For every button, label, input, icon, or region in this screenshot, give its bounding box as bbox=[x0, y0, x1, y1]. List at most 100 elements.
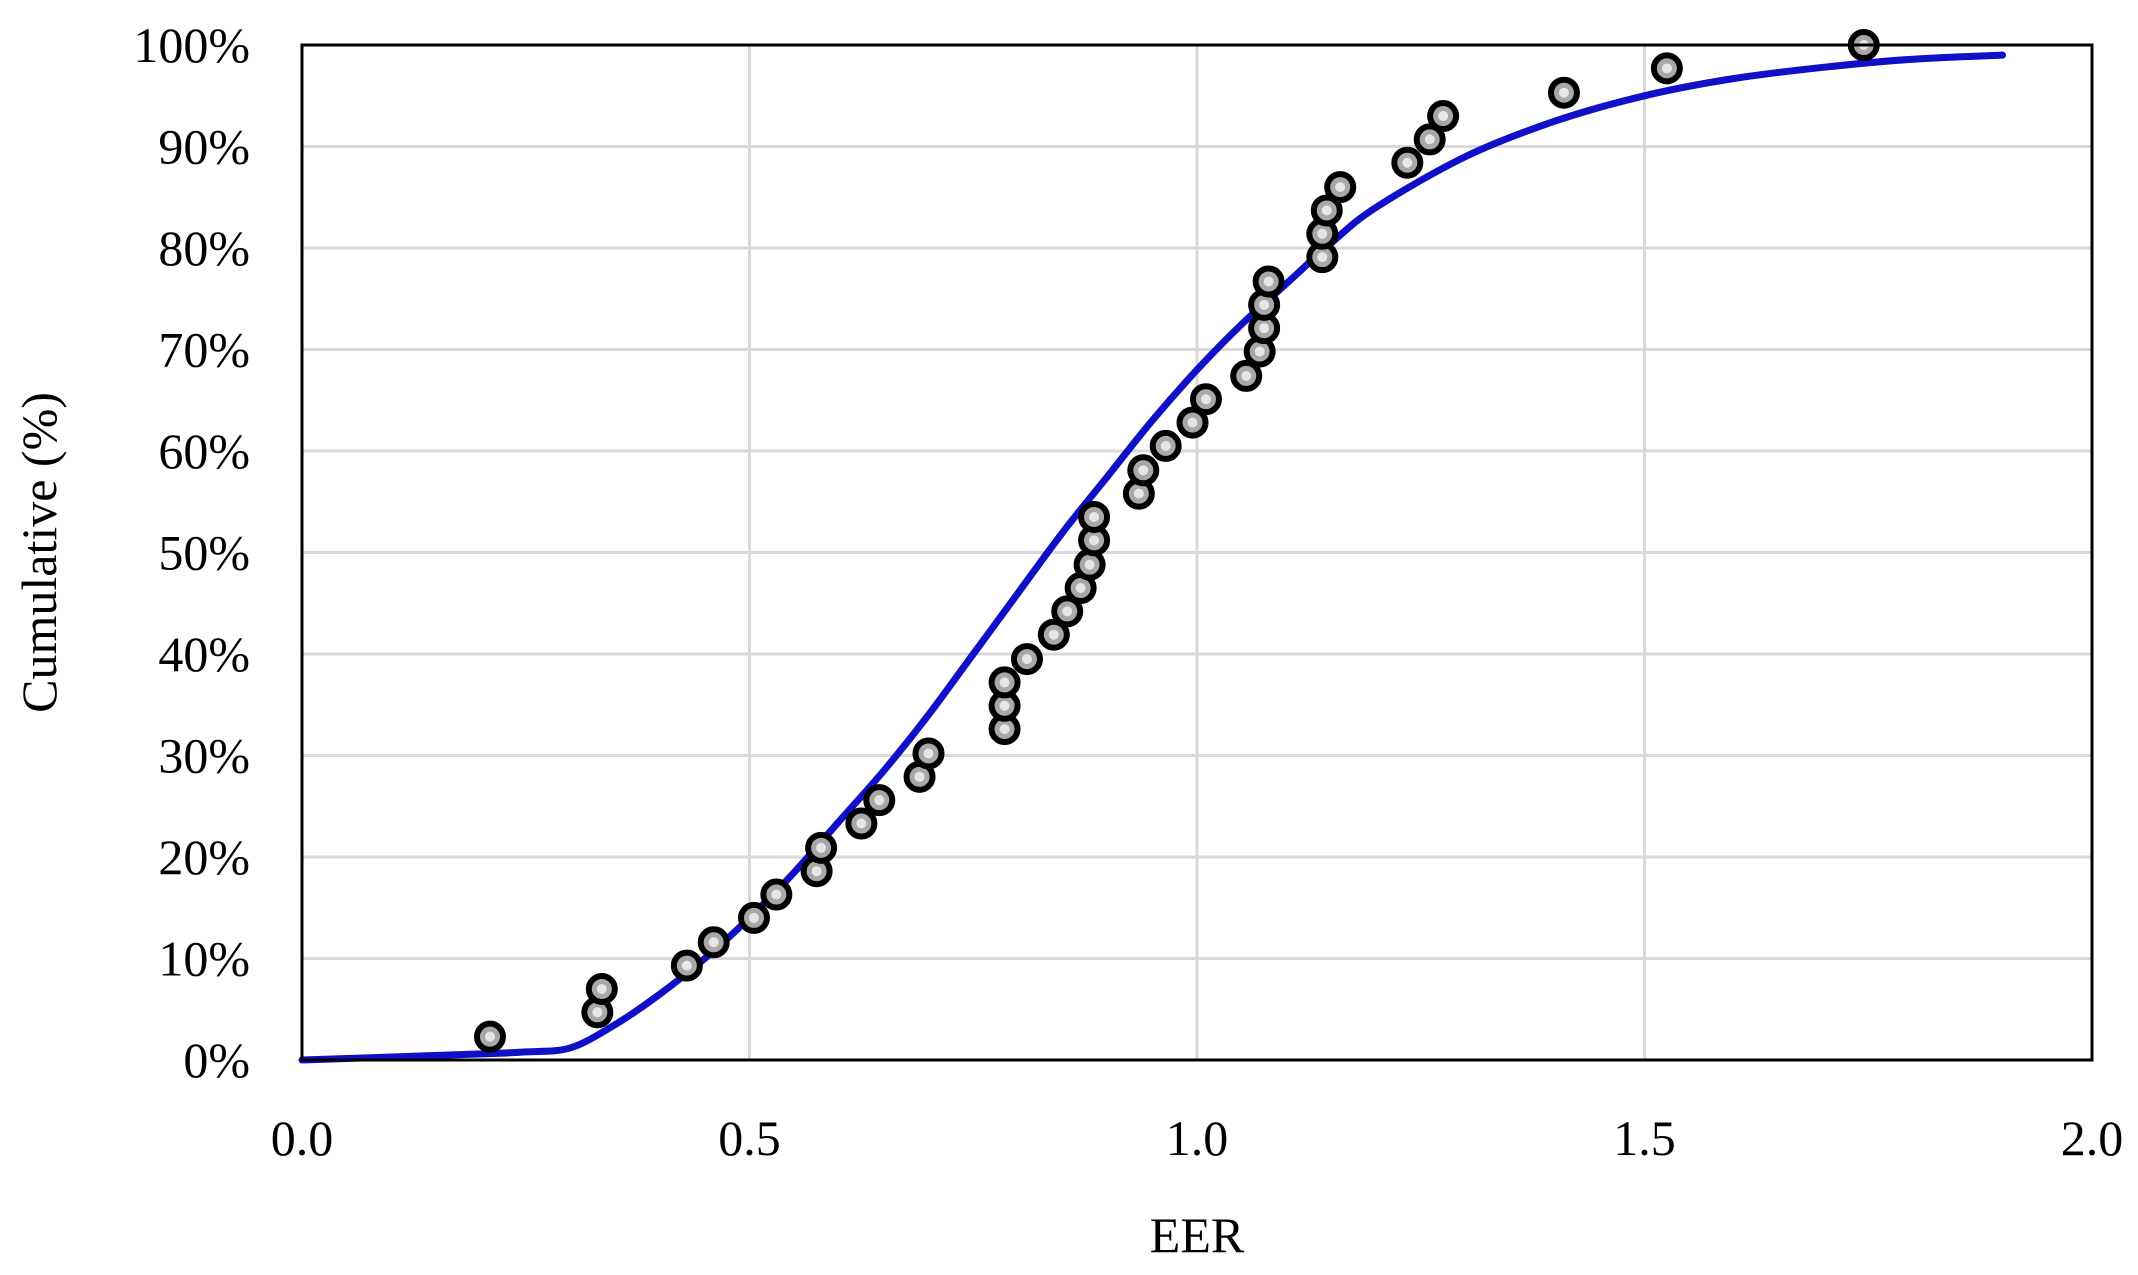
data-point-highlight bbox=[1254, 346, 1265, 357]
gridlines bbox=[300, 43, 2094, 1062]
data-point-32 bbox=[1252, 265, 1285, 298]
data-point-39 bbox=[1427, 100, 1460, 133]
data-point-highlight bbox=[1438, 111, 1449, 122]
x-tick-label-0: 0.0 bbox=[271, 1110, 334, 1166]
y-tick-label-6: 60% bbox=[158, 423, 250, 479]
data-point-highlight bbox=[1661, 63, 1672, 74]
data-point-22 bbox=[1078, 500, 1111, 533]
x-tick-label-3: 1.5 bbox=[1613, 1110, 1676, 1166]
y-tick-label-2: 20% bbox=[158, 829, 250, 885]
data-point-19 bbox=[1064, 572, 1097, 605]
x-tick-label-2: 1.0 bbox=[1166, 1110, 1229, 1166]
data-point-9 bbox=[845, 807, 878, 840]
y-tick-label-9: 90% bbox=[158, 119, 250, 175]
data-point-highlight bbox=[1089, 511, 1100, 522]
data-point-highlight bbox=[999, 700, 1010, 711]
data-point-27 bbox=[1189, 383, 1222, 416]
data-point-25 bbox=[1149, 429, 1182, 462]
data-point-highlight bbox=[874, 795, 885, 806]
data-point-3 bbox=[670, 949, 703, 982]
data-point-40 bbox=[1547, 76, 1580, 109]
x-tick-label-4: 2.0 bbox=[2061, 1110, 2124, 1166]
data-point-highlight bbox=[1075, 583, 1086, 594]
y-tick-label-10: 100% bbox=[133, 17, 250, 73]
data-point-highlight bbox=[1133, 488, 1144, 499]
data-point-15 bbox=[988, 666, 1021, 699]
data-point-highlight bbox=[592, 1007, 603, 1018]
data-point-4 bbox=[697, 926, 730, 959]
data-point-highlight bbox=[1259, 299, 1270, 310]
data-point-18 bbox=[1051, 595, 1084, 628]
data-point-29 bbox=[1243, 335, 1276, 368]
data-point-highlight bbox=[1084, 559, 1095, 570]
data-point-38 bbox=[1413, 123, 1446, 156]
data-points-layer bbox=[473, 29, 1880, 1053]
data-point-28 bbox=[1230, 359, 1263, 392]
data-point-highlight bbox=[923, 748, 934, 759]
data-point-highlight bbox=[856, 818, 867, 829]
plot-frame bbox=[300, 43, 2094, 1062]
data-point-13 bbox=[988, 713, 1021, 746]
data-point-highlight bbox=[999, 724, 1010, 735]
data-point-highlight bbox=[1160, 440, 1171, 451]
data-point-highlight bbox=[681, 960, 692, 971]
data-point-5 bbox=[737, 901, 770, 934]
data-point-26 bbox=[1176, 406, 1209, 439]
data-point-highlight bbox=[748, 912, 759, 923]
data-point-6 bbox=[760, 878, 793, 911]
data-point-highlight bbox=[1317, 228, 1328, 239]
data-point-highlight bbox=[1558, 87, 1569, 98]
data-point-highlight bbox=[1187, 417, 1198, 428]
data-point-24 bbox=[1127, 454, 1160, 487]
data-point-highlight bbox=[816, 842, 827, 853]
data-point-16 bbox=[1010, 643, 1043, 676]
y-tick-label-5: 50% bbox=[158, 525, 250, 581]
data-point-35 bbox=[1310, 194, 1343, 227]
data-point-highlight bbox=[1259, 323, 1270, 334]
fitted-curve-layer bbox=[298, 51, 2006, 1064]
x-tick-label-1: 0.5 bbox=[718, 1110, 781, 1166]
y-tick-label-4: 40% bbox=[158, 626, 250, 682]
data-point-highlight bbox=[1062, 606, 1073, 617]
data-point-highlight bbox=[1021, 654, 1032, 665]
y-tick-labels: 0% 10% 20% 30% 40% 50% 60% 70% 80% 90% 100% bbox=[133, 17, 250, 1088]
data-point-highlight bbox=[1089, 535, 1100, 546]
data-point-41 bbox=[1650, 52, 1683, 85]
data-point-17 bbox=[1037, 618, 1070, 651]
y-tick-label-0: 0% bbox=[183, 1032, 250, 1088]
data-point-highlight bbox=[811, 866, 822, 877]
data-point-12 bbox=[912, 737, 945, 770]
fitted-curve bbox=[298, 51, 2006, 1064]
data-point-2 bbox=[585, 972, 618, 1005]
data-point-0 bbox=[473, 1020, 506, 1053]
data-point-highlight bbox=[1138, 465, 1149, 476]
y-tick-label-1: 10% bbox=[158, 931, 250, 987]
data-point-highlight bbox=[1241, 370, 1252, 381]
y-tick-label-7: 70% bbox=[158, 322, 250, 378]
data-point-highlight bbox=[1200, 394, 1211, 405]
data-point-highlight bbox=[1321, 205, 1332, 216]
y-tick-label-8: 80% bbox=[158, 220, 250, 276]
data-point-10 bbox=[863, 784, 896, 817]
data-point-highlight bbox=[771, 889, 782, 900]
data-point-highlight bbox=[1335, 182, 1346, 193]
data-point-21 bbox=[1078, 524, 1111, 557]
data-point-36 bbox=[1324, 171, 1357, 204]
data-point-highlight bbox=[1402, 157, 1413, 168]
data-point-highlight bbox=[914, 771, 925, 782]
data-point-highlight bbox=[1048, 629, 1059, 640]
data-point-37 bbox=[1391, 146, 1424, 179]
y-axis-title: Cumulative (%) bbox=[11, 392, 67, 713]
x-axis-title: EER bbox=[1150, 1207, 1245, 1263]
data-point-highlight bbox=[999, 677, 1010, 688]
data-point-highlight bbox=[708, 937, 719, 948]
y-tick-label-3: 30% bbox=[158, 728, 250, 784]
data-point-highlight bbox=[1424, 134, 1435, 145]
data-point-highlight bbox=[596, 983, 607, 994]
x-tick-labels: 0.0 0.5 1.0 1.5 2.0 bbox=[271, 1110, 2124, 1166]
data-point-highlight bbox=[1263, 276, 1274, 287]
data-point-highlight bbox=[1317, 252, 1328, 263]
data-point-highlight bbox=[484, 1031, 495, 1042]
